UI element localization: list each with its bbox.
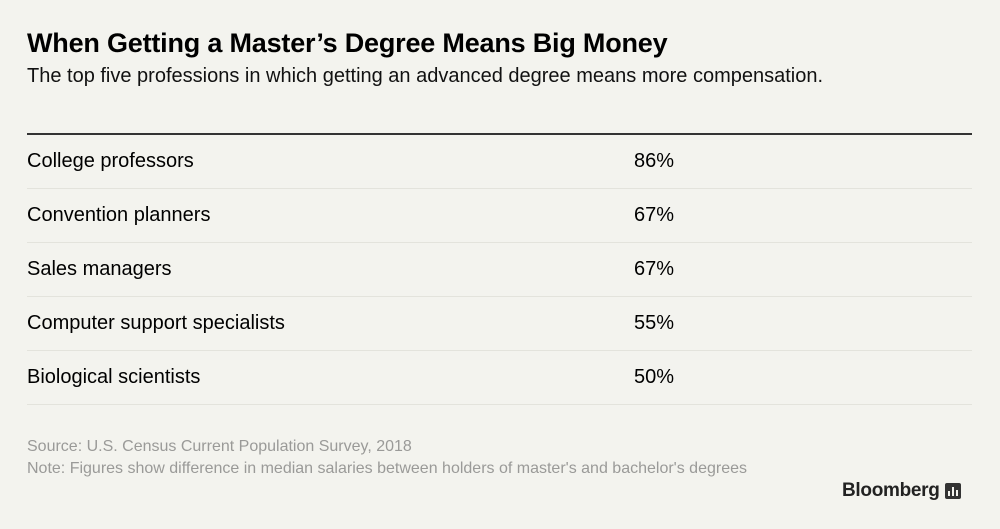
brand-logo: Bloomberg — [842, 480, 961, 502]
chart-title: When Getting a Master’s Degree Means Big… — [27, 28, 668, 58]
row-label: Biological scientists — [27, 366, 201, 388]
table-row: Computer support specialists 55% — [27, 297, 972, 351]
chart-footer: Source: U.S. Census Current Population S… — [27, 436, 817, 480]
brand-name: Bloomberg — [842, 480, 940, 501]
bloomberg-chart-icon — [944, 483, 961, 499]
source-note: Source: U.S. Census Current Population S… — [27, 438, 412, 455]
row-value: 67% — [634, 258, 675, 280]
table-row: Convention planners 67% — [27, 189, 972, 243]
row-value: 50% — [634, 366, 675, 388]
table-row: College professors 86% — [27, 135, 972, 189]
table-row: Biological scientists 50% — [27, 351, 972, 405]
row-value: 67% — [634, 204, 675, 226]
row-value: 86% — [634, 150, 675, 172]
row-label: Sales managers — [27, 258, 172, 280]
row-label: Computer support specialists — [27, 312, 285, 334]
row-value: 55% — [634, 312, 675, 334]
table-row: Sales managers 67% — [27, 243, 972, 297]
data-table: College professors 86% Convention planne… — [27, 133, 972, 405]
footnote: Note: Figures show difference in median … — [27, 460, 747, 477]
chart-subtitle: The top five professions in which gettin… — [27, 65, 824, 87]
row-label: College professors — [27, 150, 194, 172]
row-label: Convention planners — [27, 204, 211, 226]
